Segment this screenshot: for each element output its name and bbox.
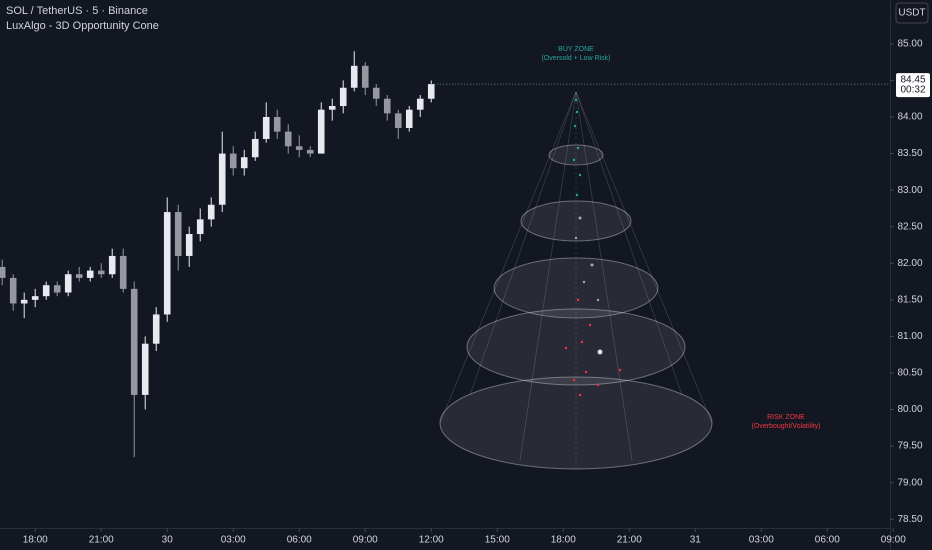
candle-body	[174, 212, 182, 256]
candle-body	[53, 285, 61, 293]
risk-zone-subtitle: (Overbought/Volatility)	[752, 423, 821, 430]
x-tick-label: 18:00	[551, 535, 576, 546]
candle-body	[152, 314, 160, 344]
y-tick-label: 85.00	[897, 39, 922, 50]
x-tick-label: 03:00	[749, 535, 774, 546]
x-tick-label: 09:00	[881, 535, 906, 546]
x-tick-label: 12:00	[419, 535, 444, 546]
opportunity-cone	[439, 91, 713, 470]
cone-edge	[469, 91, 577, 396]
candle-body	[20, 299, 28, 304]
candle-body	[207, 204, 215, 220]
cone-edge	[439, 91, 577, 424]
candle-body	[350, 65, 358, 88]
y-tick-label: 80.00	[897, 404, 922, 415]
buy-zone-subtitle: (Oversold + Low Risk)	[541, 55, 610, 62]
candle-body	[306, 149, 314, 154]
cone-ring	[493, 257, 659, 319]
cone-edge	[575, 91, 713, 424]
currency: USDT	[898, 8, 925, 19]
last-price-box	[896, 73, 930, 98]
y-tick-label: 80.50	[897, 368, 922, 379]
candle-body	[427, 84, 435, 99]
x-tick-label: 06:00	[815, 535, 840, 546]
candle-body	[9, 277, 17, 304]
x-tick-label: 21:00	[617, 535, 642, 546]
candle-body	[163, 212, 171, 315]
candle-body	[86, 270, 94, 278]
candle-body	[108, 255, 116, 275]
chart-title: SOL / TetherUS · 5 · Binance	[6, 5, 148, 17]
candle-body	[130, 288, 138, 395]
cone-ring	[466, 308, 686, 386]
currency-button[interactable]	[895, 2, 929, 24]
bar-countdown: 00:32	[900, 85, 925, 96]
candle-body	[119, 255, 127, 289]
cone-dots-risk	[564, 298, 622, 397]
candle-body	[361, 65, 369, 88]
candle-body	[251, 138, 259, 158]
x-tick-label: 21:00	[89, 535, 114, 546]
y-tick-label: 81.00	[897, 331, 922, 342]
x-tick-label: 18:00	[23, 535, 48, 546]
candle-body	[31, 296, 39, 300]
cone-dots-buy	[572, 98, 582, 197]
risk-zone-title: RISK ZONE	[767, 414, 805, 421]
y-tick-label: 78.50	[897, 514, 922, 525]
cone-edge	[519, 91, 577, 461]
x-tick-label: 15:00	[485, 535, 510, 546]
candle-body	[218, 153, 226, 205]
x-tick-label: 30	[162, 535, 174, 546]
y-tick-label: 79.00	[897, 477, 922, 488]
y-tick-label: 82.00	[897, 258, 922, 269]
cone-edge	[575, 91, 683, 396]
candle-body	[196, 219, 204, 235]
cone-ring	[548, 144, 604, 166]
candle-body	[42, 285, 50, 297]
candle-body	[295, 146, 303, 150]
x-tick-label: 06:00	[287, 535, 312, 546]
y-tick-label: 79.50	[897, 441, 922, 452]
candle-body	[0, 266, 6, 278]
candle-body	[416, 98, 424, 110]
cone-edge	[575, 91, 633, 461]
candle-body	[328, 106, 336, 110]
candle-body	[383, 98, 391, 114]
candle-body	[394, 113, 402, 128]
candle-body	[141, 343, 149, 395]
x-tick-label: 03:00	[221, 535, 246, 546]
candle-body	[273, 117, 281, 132]
candle-body	[64, 274, 72, 293]
last-price: 84.45	[900, 75, 925, 86]
candle-body	[339, 87, 347, 107]
candle-body	[97, 270, 105, 275]
indicator-name: LuxAlgo - 3D Opportunity Cone	[6, 20, 159, 32]
candle-body	[185, 234, 193, 256]
y-tick-label: 83.50	[897, 148, 922, 159]
cone-dots-mid	[574, 216, 603, 355]
x-tick-label: 09:00	[353, 535, 378, 546]
x-tick-label: 31	[690, 535, 702, 546]
y-tick-label: 84.00	[897, 112, 922, 123]
candle-body	[317, 109, 325, 154]
y-tick-label: 82.50	[897, 221, 922, 232]
candle-body	[229, 153, 237, 169]
cone-ring	[439, 376, 713, 470]
candle-body	[372, 87, 380, 99]
candle-body	[262, 117, 270, 139]
buy-zone-title: BUY ZONE	[558, 46, 594, 53]
y-tick-label: 83.00	[897, 185, 922, 196]
candle-body	[75, 274, 83, 278]
candle-body	[405, 109, 413, 128]
cone-ring	[520, 200, 632, 242]
y-tick-label: 81.50	[897, 294, 922, 305]
candle-body	[240, 157, 248, 169]
candle-body	[284, 131, 292, 147]
